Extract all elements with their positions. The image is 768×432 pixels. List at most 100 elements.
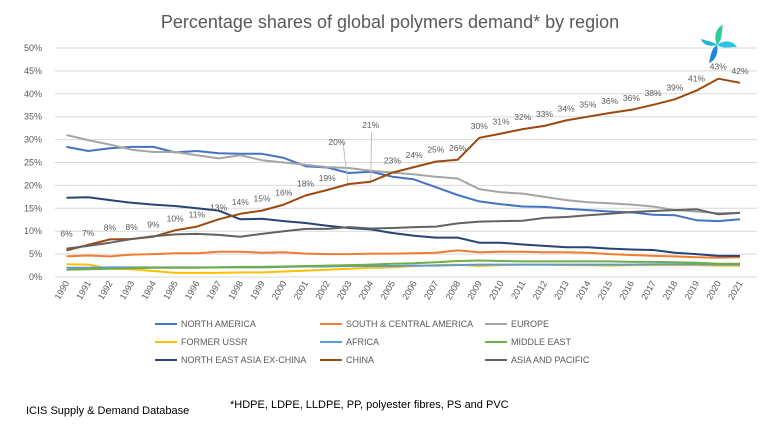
- x-tick-label: 2012: [531, 279, 550, 301]
- x-tick-label: 2002: [313, 279, 332, 301]
- x-tick-label: 1999: [248, 279, 267, 301]
- y-tick-label: 0%: [29, 272, 42, 282]
- legend-label: MIDDLE EAST: [511, 337, 572, 347]
- series-line-europe: [66, 134, 741, 215]
- x-tick-label: 2006: [400, 279, 419, 301]
- legend-label: EUROPE: [511, 319, 549, 329]
- legend: NORTH AMERICA SOUTH & CENTRAL AMERICA EURO…: [155, 319, 590, 365]
- x-tick-label: 2019: [683, 279, 702, 301]
- x-tick-label: 2017: [639, 279, 658, 301]
- data-label: 43%: [710, 62, 727, 72]
- y-tick-label: 50%: [24, 43, 42, 53]
- data-label: 30%: [471, 121, 488, 131]
- x-tick-label: 2005: [378, 279, 397, 301]
- data-label: 19%: [319, 173, 336, 183]
- x-tick-label: 1998: [226, 279, 245, 301]
- series-line-china: [66, 77, 741, 252]
- x-tick-label: 1997: [205, 279, 224, 301]
- series-lines: [66, 77, 741, 274]
- icis-logo-icon: [701, 25, 737, 63]
- data-labels: 6% 7% 8% 8% 9% 10% 11% 13% 14% 15% 16% 18% 19% 20% 21%…: [60, 62, 749, 239]
- leader-line: [370, 131, 373, 181]
- data-label: 42%: [731, 66, 748, 76]
- data-label: 7%: [82, 228, 95, 238]
- data-label: 18%: [297, 178, 314, 188]
- data-label: 26%: [449, 143, 466, 153]
- y-tick-label: 40%: [24, 89, 42, 99]
- data-label: 36%: [623, 93, 640, 103]
- data-label: 32%: [514, 112, 531, 122]
- leader-line: [342, 141, 349, 184]
- legend-label: FORMER USSR: [181, 337, 248, 347]
- x-tick-label: 2008: [444, 279, 463, 301]
- x-tick-label: 1991: [74, 279, 93, 301]
- data-label: 23%: [384, 156, 401, 166]
- data-label: 41%: [688, 74, 705, 84]
- legend-label: NORTH AMERICA: [181, 319, 256, 329]
- data-label: 39%: [666, 82, 683, 92]
- x-tick-label: 1995: [161, 279, 180, 301]
- series-line-middle-east: [66, 259, 740, 271]
- x-tick-label: 2011: [509, 279, 527, 301]
- data-label: 8%: [104, 222, 117, 232]
- data-label: 14%: [232, 197, 249, 207]
- legend-label: SOUTH & CENTRAL AMERICA: [346, 319, 473, 329]
- data-label: 11%: [189, 210, 206, 220]
- series-line-north-east-asia-ex-china: [66, 196, 740, 257]
- y-tick-label: 30%: [24, 135, 42, 145]
- x-tick-label: 2014: [574, 279, 593, 301]
- y-tick-label: 20%: [24, 180, 42, 190]
- x-tick-label: 2015: [596, 279, 615, 301]
- data-label: 16%: [275, 188, 292, 198]
- x-tick-label: 2021: [726, 279, 745, 301]
- x-tick-label: 2013: [552, 279, 571, 301]
- source-text: ICIS Supply & Demand Database: [26, 405, 190, 417]
- x-tick-label: 2020: [704, 279, 723, 301]
- data-label: 21%: [362, 120, 379, 130]
- x-tick-label: 1993: [118, 279, 137, 301]
- data-label: 8%: [126, 222, 139, 232]
- x-tick-label: 2003: [335, 279, 354, 301]
- series-line-asia-and-pacific: [66, 208, 741, 250]
- gridlines: [55, 47, 757, 278]
- data-label: 31%: [493, 117, 510, 127]
- x-tick-label: 1994: [139, 279, 158, 301]
- x-tick-label: 1990: [53, 279, 72, 301]
- y-tick-label: 10%: [24, 226, 42, 236]
- series-line-north-america: [66, 145, 741, 223]
- y-tick-label: 45%: [24, 66, 42, 76]
- data-label: 15%: [254, 194, 271, 204]
- legend-label: ASIA AND PACIFIC: [511, 355, 590, 365]
- y-tick-label: 5%: [29, 249, 42, 259]
- x-tick-label: 2007: [422, 279, 441, 301]
- data-label: 24%: [406, 150, 423, 160]
- y-tick-label: 15%: [24, 203, 42, 213]
- data-label: 38%: [645, 88, 662, 98]
- x-tick-label: 2018: [661, 279, 680, 301]
- series-line-south-central-america: [66, 249, 741, 259]
- data-label: 20%: [328, 137, 345, 147]
- data-label: 9%: [147, 220, 160, 230]
- x-tick-label: 2016: [617, 279, 636, 301]
- x-tick-label: 2000: [270, 279, 289, 301]
- x-tick-label: 2004: [357, 279, 376, 301]
- data-label: 35%: [579, 100, 596, 110]
- x-tick-label: 2010: [487, 279, 506, 301]
- y-tick-label: 25%: [24, 158, 42, 168]
- data-label: 25%: [427, 145, 444, 155]
- data-label: 33%: [536, 109, 553, 119]
- x-tick-label: 2001: [292, 279, 311, 301]
- legend-label: NORTH EAST ASIA EX-CHINA: [181, 355, 306, 365]
- y-tick-label: 35%: [24, 112, 42, 122]
- legend-label: AFRICA: [346, 337, 379, 347]
- data-label: 36%: [601, 96, 618, 106]
- x-tick-label: 1996: [183, 279, 202, 301]
- footnote-text: *HDPE, LDPE, LLDPE, PP, polyester fibres…: [230, 399, 509, 411]
- data-label: 10%: [167, 213, 184, 223]
- x-tick-label: 1992: [96, 279, 115, 301]
- data-label: 34%: [558, 103, 575, 113]
- x-axis: 1990 1991 1992 1993 1994 1995 1996 1997 1998 1999…: [53, 279, 745, 301]
- data-label: 6%: [60, 228, 73, 238]
- y-axis: 0% 5% 10% 15% 20% 25% 30% 35% 40% 45% 50%: [24, 43, 42, 282]
